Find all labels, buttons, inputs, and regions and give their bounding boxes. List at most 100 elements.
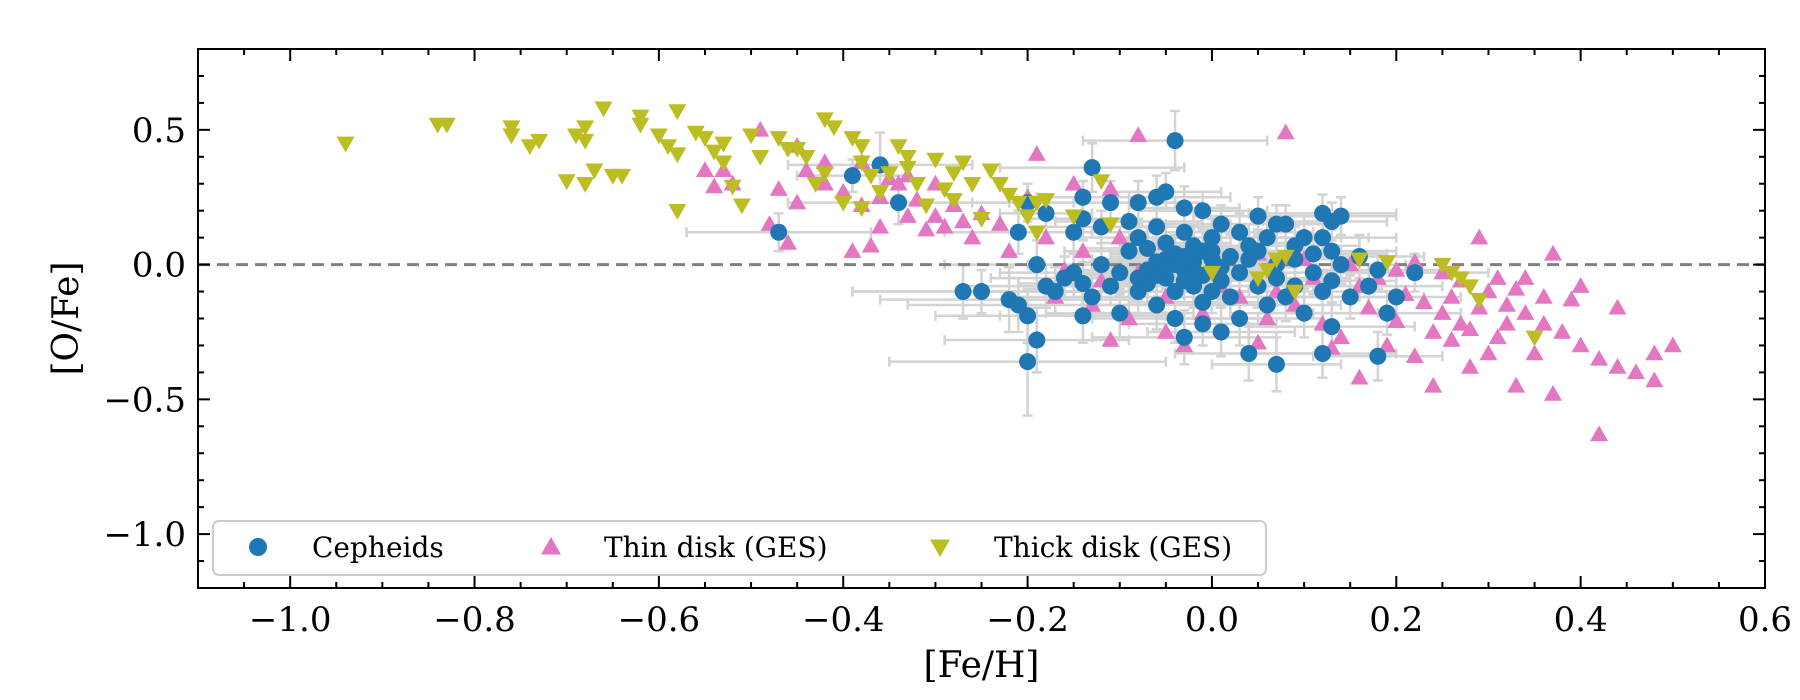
thin-disk-point [1129,126,1148,142]
cepheid-point [1314,345,1332,363]
cepheid-point [1028,256,1046,274]
thin-disk-point [843,242,862,258]
y-tick-label: 0.5 [132,111,186,151]
thick-disk-point [742,128,761,145]
thick-disk-point [1461,279,1480,296]
thick-disk-point [695,131,714,147]
cepheid-point [1369,261,1387,279]
cepheid-point [1406,264,1424,282]
thick-disk-point [1249,271,1268,288]
thin-disk-point [861,236,880,253]
cepheid-point [1185,239,1203,257]
thick-disk-point [1433,257,1452,274]
thick-disk-point [972,212,991,228]
cepheid-point [1341,288,1359,306]
thin-disk-point [1156,322,1175,339]
thin-disk-point [1488,269,1507,285]
thin-disk-point [815,174,834,191]
cepheid-point [1212,323,1230,341]
thick-disk-point [981,163,1000,180]
cepheid-point [1369,347,1387,365]
thick-disk-point [852,139,871,156]
cepheid-point [1120,242,1138,260]
thick-disk-point [751,150,770,166]
cepheid-point [1231,264,1249,282]
cepheid-point [1074,188,1092,206]
thin-disk-point [1276,123,1295,140]
thick-disk-point [723,179,742,196]
cepheid-point [1387,288,1405,306]
thin-disk-point [889,174,908,191]
cepheid-point [1065,223,1083,241]
cepheid-point [1258,296,1276,314]
cepheid-point [1194,202,1212,220]
thin-disk-point [1359,298,1378,315]
cepheid-point [843,167,861,185]
cepheid-point [1175,199,1193,217]
thick-disk-point [613,168,632,185]
thin-disk-point [1543,384,1562,401]
cepheid-point [1267,269,1285,287]
cepheid-point [1046,283,1064,301]
thin-disk-point [898,207,917,223]
cepheid-point [1231,310,1249,327]
cepheid-point [1083,159,1101,177]
thick-disk-point [659,139,678,156]
thick-disk-point [935,182,954,199]
cepheid-point [1295,229,1313,247]
thick-disk-point [954,155,973,172]
cepheid-point [1102,277,1120,295]
thin-disk-point [1110,228,1129,245]
thin-disk-point [1608,298,1627,315]
thick-disk-point [705,144,724,161]
thin-disk-point [1387,260,1406,277]
thin-disk-point [1350,368,1369,385]
thin-disk-point [1331,328,1350,345]
thin-disk-point [1497,314,1516,331]
thin-disk-point [1451,314,1470,331]
ticks-layer [197,48,1766,588]
cepheid-point [1203,242,1221,260]
thin-disk-point [1193,304,1212,320]
thick-disk-point [944,166,963,182]
cepheid-point [1019,353,1037,371]
x-tick-label: −0.8 [433,600,516,640]
thick-disk-point [1442,265,1461,282]
y-tick-label: −1.0 [103,515,186,555]
thin-disk-point [1442,287,1461,304]
thin-disk-point [1534,314,1553,331]
thin-disk-point [1571,336,1590,353]
thick-disk-point [889,139,908,156]
cepheid-point [1194,315,1212,333]
thick-disk-point [1276,249,1295,266]
cepheid-point [1148,218,1166,236]
cepheid-point [1295,304,1313,322]
thick-disk-point [530,133,549,150]
thin-disk-point [1507,376,1526,393]
thick-disk-point [1285,284,1304,301]
thin-disk-point [788,193,807,210]
thin-disk-point [1027,145,1046,161]
cepheid-point [1175,223,1193,241]
thick-disk-point [769,131,788,147]
thick-disk-point [926,152,945,169]
cepheid-point [1148,253,1166,271]
cepheid-point [1203,229,1221,247]
thin-disk-point [1101,331,1120,347]
cepheid-point [1212,215,1230,233]
thick-disk-point [1350,252,1369,269]
thick-disk-point [1202,265,1221,282]
thin-disk-point [1562,290,1581,307]
thick-disk-point [576,133,595,150]
cepheid-point [1019,307,1037,325]
thin-disk-point [871,217,890,234]
thin-disk-point [834,182,853,199]
thick-disk-point [880,166,899,182]
cepheid-point [1267,355,1285,373]
thin-disk-point [1608,358,1627,374]
thin-disk-point [1064,174,1083,191]
x-tick-label: −1.0 [249,600,332,640]
points-layer [336,101,1682,442]
cepheid-point [1129,194,1147,212]
thin-disk-point [1553,322,1572,339]
